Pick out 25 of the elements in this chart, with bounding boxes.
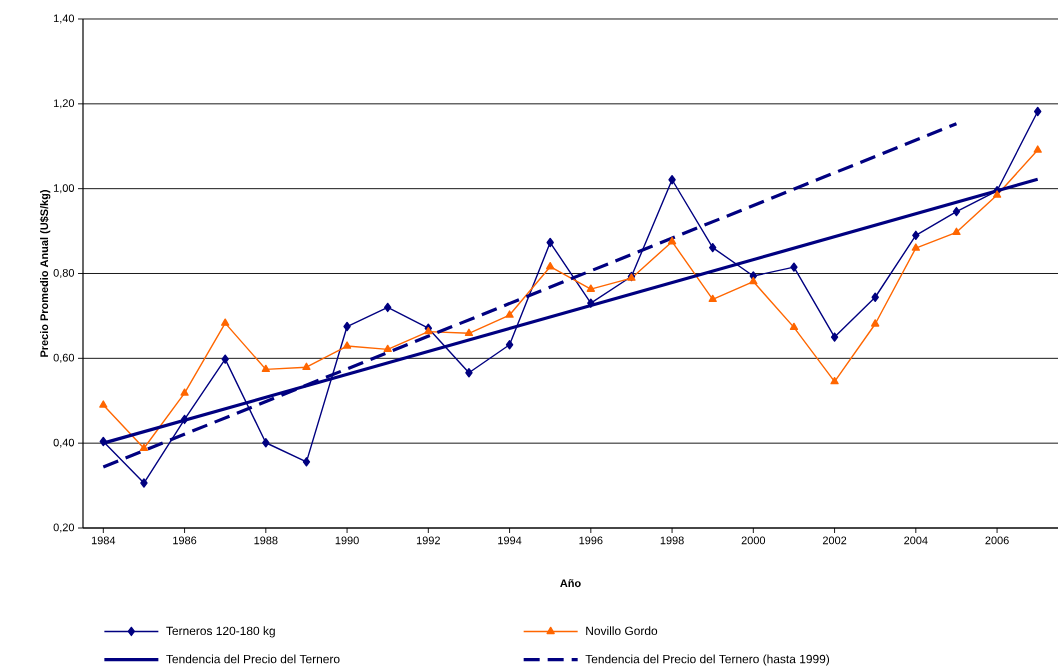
x-tick-label: 1990	[335, 536, 359, 545]
y-tick-label: 1,00	[53, 184, 75, 194]
legend-label: Novillo Gordo	[586, 626, 658, 636]
legend-label: Tendencia del Precio del Ternero	[166, 654, 340, 664]
x-tick-label: 1994	[498, 536, 522, 545]
x-tick-label: 1996	[579, 536, 603, 545]
x-tick-label: 2006	[985, 536, 1009, 545]
legend-label: Tendencia del Precio del Ternero (hasta 1999)	[585, 654, 830, 666]
x-tick-label: 1998	[660, 536, 684, 545]
x-tick-label: 1992	[416, 536, 440, 545]
x-tick-label: 2000	[741, 536, 766, 545]
x-tick-label: 2004	[904, 536, 928, 545]
x-tick-label: 2002	[822, 536, 847, 545]
y-tick-label: 0,40	[53, 438, 75, 448]
y-tick-label: 0,60	[53, 353, 75, 363]
y-tick-label: 1,40	[53, 14, 75, 24]
x-tick-label: 1988	[254, 536, 278, 545]
y-axis-title: Precio Promedio Anual (U$S/kg)	[39, 190, 51, 357]
x-axis-title: Año	[560, 579, 581, 588]
y-tick-label: 0,80	[53, 268, 75, 279]
x-tick-label: 1986	[173, 536, 197, 545]
y-tick-label: 0,20	[53, 523, 75, 533]
x-tick-label: 1984	[91, 536, 116, 545]
y-tick-label: 1,20	[53, 99, 75, 109]
legend-label: Terneros 120-180 kg	[166, 626, 275, 638]
